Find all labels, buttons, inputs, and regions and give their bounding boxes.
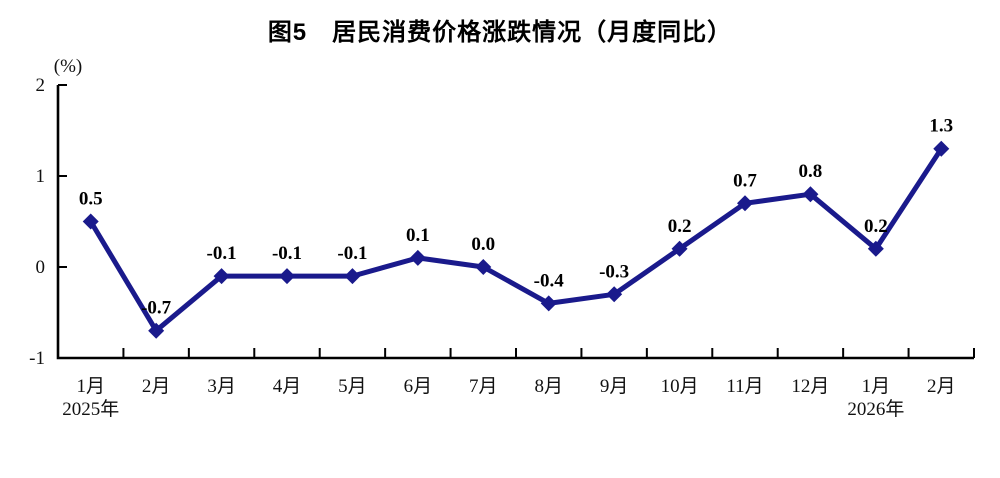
data-point[interactable] [933,140,950,157]
x-tick-label: 4月 [273,376,302,397]
x-tick-label: 10月 [661,376,699,397]
data-point[interactable] [867,240,884,257]
data-point[interactable] [671,240,688,257]
data-point[interactable] [82,213,99,230]
data-label: 0.0 [471,234,495,255]
year-label: 2025年 [62,398,119,420]
data-point[interactable] [148,322,165,339]
x-tick-label: 11月 [726,376,763,397]
y-axis-unit: (%) [54,56,82,77]
x-tick-label: 3月 [207,376,236,397]
data-label: 0.7 [733,170,757,191]
x-tick-label: 1月 [76,376,105,397]
data-label: -0.4 [534,270,565,291]
data-label: -0.1 [272,243,302,264]
data-label: 0.5 [79,189,103,210]
data-label: 0.2 [668,216,692,237]
data-label: -0.1 [207,243,237,264]
data-label: 0.8 [799,161,823,182]
data-point[interactable] [606,286,623,303]
data-label: 0.1 [406,225,430,246]
data-point[interactable] [737,195,753,212]
x-tick-label: 6月 [404,376,433,397]
data-point[interactable] [213,268,230,285]
y-tick-label: 0 [36,257,46,278]
x-tick-label: 5月 [338,376,367,397]
y-tick-label: 2 [36,75,46,96]
axis-lines [56,85,974,360]
y-tick-label: -1 [29,348,45,369]
data-point[interactable] [540,295,557,312]
data-label: -0.7 [141,298,172,319]
y-tick-label: 1 [36,166,46,187]
data-point[interactable] [279,268,295,285]
data-point[interactable] [409,249,426,266]
x-tick-label: 2月 [142,376,171,397]
data-label: 1.3 [929,116,953,137]
x-tick-label: 1月 [862,376,891,397]
data-point[interactable] [344,268,361,285]
year-label: 2026年 [847,398,904,420]
x-tick-label: 2月 [927,376,956,397]
data-point[interactable] [802,186,819,203]
data-label: -0.1 [337,243,367,264]
data-label: -0.3 [599,261,629,282]
x-tick-label: 9月 [600,376,629,397]
data-label: 0.2 [864,216,888,237]
x-tick-label: 7月 [469,376,498,397]
x-tick-label: 12月 [791,376,829,397]
cpi-line [88,146,944,334]
chart-title: 图5 居民消费价格涨跌情况（月度同比） [267,19,733,46]
x-tick-label: 8月 [534,376,563,397]
data-point[interactable] [475,259,492,275]
